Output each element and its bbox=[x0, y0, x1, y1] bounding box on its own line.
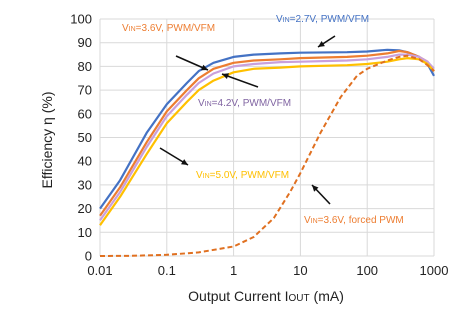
x-tick-label: 1 bbox=[230, 263, 237, 278]
series-line-v-in-3-6v-pwm-vfm bbox=[99, 49, 435, 217]
annotation-vin-5-0v: VIN=5.0V, PWM/VFM bbox=[196, 170, 289, 181]
x-tick-label: 0.1 bbox=[158, 263, 176, 278]
annotation-rest: =3.6V, PWM/VFM bbox=[136, 23, 215, 34]
annotation-sub: IN bbox=[205, 101, 212, 108]
y-tick-label: 20 bbox=[78, 201, 92, 216]
x-axis-label-sub: OUT bbox=[289, 293, 310, 304]
annotation-v: V bbox=[198, 98, 205, 109]
series-line-v-in-3-6v-forced-pwm bbox=[99, 54, 435, 257]
y-tick-label: 80 bbox=[78, 59, 92, 74]
annotation-rest: =2.7V, PWM/VFM bbox=[290, 14, 369, 25]
arrow-head bbox=[201, 64, 208, 71]
annotation-v: V bbox=[122, 23, 129, 34]
x-tick-labels: 0.01 0.1 1 10 100 1000 bbox=[87, 263, 448, 278]
annotation-rest: =5.0V, PWM/VFM bbox=[210, 170, 289, 181]
annotation-sub: IN bbox=[129, 26, 136, 33]
series-line-v-in-5-0v-pwm-vfm bbox=[99, 57, 435, 226]
annotation-sub: IN bbox=[311, 218, 318, 225]
annotation-vin-3-6v-forced-pwm: VIN=3.6V, forced PWM bbox=[304, 215, 404, 226]
y-tick-label: 40 bbox=[78, 154, 92, 169]
x-axis-label-main: Output Current I bbox=[188, 288, 288, 304]
arrow-shaft bbox=[221, 73, 259, 88]
annotation-vin-4-2v: VIN=4.2V, PWM/VFM bbox=[198, 98, 291, 109]
x-axis-label-unit: (mA) bbox=[310, 288, 344, 304]
annotation-v: V bbox=[304, 215, 311, 226]
annotation-rest: =4.2V, PWM/VFM bbox=[212, 98, 291, 109]
annotation-sub: IN bbox=[283, 17, 290, 24]
x-tick-label: 10 bbox=[293, 263, 307, 278]
arrow-head bbox=[312, 185, 319, 192]
arrow-head bbox=[318, 41, 325, 47]
arrow-head bbox=[181, 159, 188, 165]
y-tick-label: 50 bbox=[78, 130, 92, 145]
y-axis-label: Efficiency η (%) bbox=[39, 92, 55, 189]
y-tick-label: 30 bbox=[78, 177, 92, 192]
y-tick-label: 60 bbox=[78, 106, 92, 121]
annotation-vin-2-7v: VIN=2.7V, PWM/VFM bbox=[276, 14, 369, 25]
gridlines bbox=[99, 18, 435, 257]
annotation-vin-3-6v: VIN=3.6V, PWM/VFM bbox=[122, 23, 215, 34]
x-tick-label: 0.01 bbox=[87, 263, 112, 278]
y-tick-label: 100 bbox=[70, 12, 92, 27]
annotation-rest: =3.6V, forced PWM bbox=[318, 215, 404, 226]
annotation-arrows bbox=[159, 35, 336, 205]
x-tick-label: 100 bbox=[356, 263, 378, 278]
y-tick-label: 0 bbox=[85, 249, 92, 264]
arrow-head bbox=[222, 73, 229, 79]
annotation-v: V bbox=[276, 14, 283, 25]
x-axis-label: Output Current IOUT (mA) bbox=[188, 288, 344, 304]
series-line-v-in-4-2v-pwm-vfm bbox=[99, 53, 435, 222]
x-tick-label: 1000 bbox=[420, 263, 449, 278]
annotation-v: V bbox=[196, 170, 203, 181]
y-tick-label: 10 bbox=[78, 225, 92, 240]
annotation-sub: IN bbox=[203, 173, 210, 180]
series-lines bbox=[99, 48, 435, 257]
y-tick-label: 90 bbox=[78, 35, 92, 50]
y-tick-label: 70 bbox=[78, 83, 92, 98]
y-tick-labels: 0 10 20 30 40 50 60 70 80 90 100 bbox=[70, 12, 92, 264]
